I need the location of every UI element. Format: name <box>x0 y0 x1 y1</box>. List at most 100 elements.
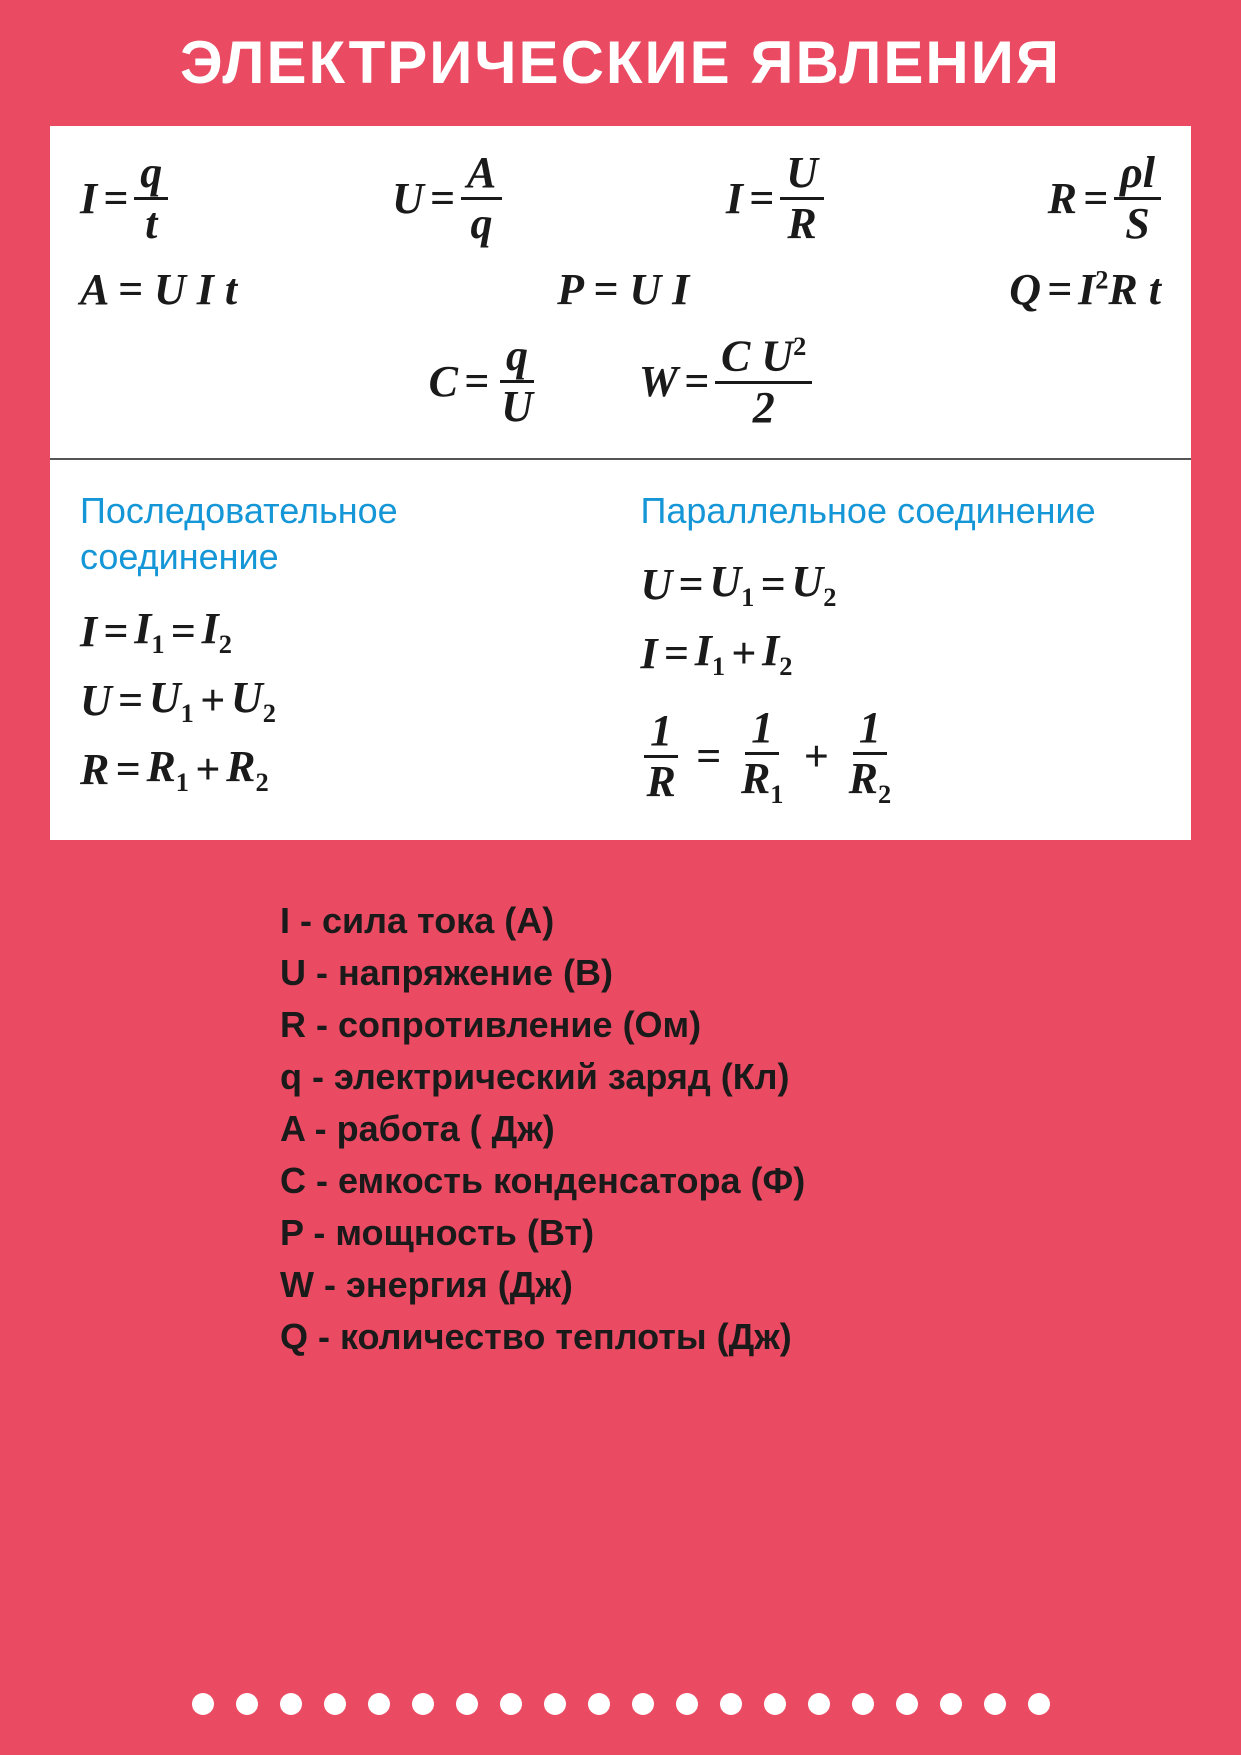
denominator: t <box>139 200 163 246</box>
legend-row: I - сила тока (А) <box>280 900 1241 942</box>
fraction: A q <box>461 151 502 246</box>
denominator: R1 <box>735 755 790 807</box>
formula: I= U R <box>726 151 824 246</box>
formula-row-1: I= q t U= A q I= U <box>80 151 1161 246</box>
dot-icon <box>544 1693 566 1715</box>
series-heading: Последовательное соединение <box>80 488 601 582</box>
numerator: 1 <box>853 706 887 755</box>
formula: W= C U2 2 <box>639 333 813 430</box>
parallel-column: Параллельное соединение U=U1=U2 I=I1+I2 1… <box>641 488 1162 810</box>
equals: = <box>103 173 128 224</box>
rhs-pre: I <box>1078 265 1095 314</box>
dot-row <box>0 1693 1241 1715</box>
denominator: U <box>495 383 539 429</box>
page-title: ЭЛЕКТРИЧЕСКИЕ ЯВЛЕНИЯ <box>0 30 1241 96</box>
formula: U= A q <box>392 151 502 246</box>
legend-row: R - сопротивление (Ом) <box>280 1004 1241 1046</box>
divider <box>50 458 1191 460</box>
den-pre: R <box>741 754 770 803</box>
denominator: 2 <box>747 384 781 430</box>
numerator: U <box>780 151 824 200</box>
equals: = <box>696 731 721 782</box>
formula: Q = I2R t <box>1009 264 1161 315</box>
parallel-frac-line: 1 R = 1 R1 + 1 R2 <box>641 706 1162 807</box>
formula-row-3: C= q U W= C U2 2 <box>80 333 1161 430</box>
denominator: R2 <box>843 755 898 807</box>
formula: I=I1+I2 <box>641 625 1162 682</box>
parallel-heading: Параллельное соединение <box>641 488 1162 535</box>
legend-row: U - напряжение (В) <box>280 952 1241 994</box>
formula: U=U1+U2 <box>80 672 601 729</box>
dot-icon <box>588 1693 610 1715</box>
dot-icon <box>192 1693 214 1715</box>
formula: R= ρl S <box>1048 151 1161 246</box>
legend-row: Q - количество теплоты (Дж) <box>280 1316 1241 1358</box>
equals: = <box>1047 264 1072 315</box>
dot-icon <box>368 1693 390 1715</box>
legend-row: W - энергия (Дж) <box>280 1264 1241 1306</box>
fraction: 1 R <box>641 709 682 804</box>
formulas-top: I= q t U= A q I= U <box>80 151 1161 430</box>
num-pre: C U <box>721 332 793 381</box>
formula-text: P = U I <box>557 264 689 315</box>
parallel-lines: U=U1=U2 I=I1+I2 <box>641 556 1162 694</box>
dot-icon <box>676 1693 698 1715</box>
dot-icon <box>412 1693 434 1715</box>
dot-icon <box>940 1693 962 1715</box>
numerator: A <box>461 151 502 200</box>
formula-row-2: A = U I t P = U I Q = I2R t <box>80 264 1161 315</box>
numerator: ρl <box>1114 151 1161 200</box>
dot-icon <box>1028 1693 1050 1715</box>
formula: I= q t <box>80 151 168 246</box>
plus: + <box>804 731 829 782</box>
denominator: R <box>641 758 682 804</box>
dot-icon <box>280 1693 302 1715</box>
subscript: 1 <box>770 779 783 809</box>
fraction: ρl S <box>1114 151 1161 246</box>
connections: Последовательное соединение I=I1=I2 U=U1+… <box>80 488 1161 810</box>
superscript: 2 <box>1095 264 1108 294</box>
rhs-post: R t <box>1108 265 1161 314</box>
formula: P = U I <box>557 264 689 315</box>
fraction: C U2 2 <box>715 333 812 430</box>
legend-row: P - мощность (Вт) <box>280 1212 1241 1254</box>
formula-lhs: C <box>429 356 458 407</box>
numerator: C U2 <box>715 333 812 384</box>
numerator: 1 <box>644 709 678 758</box>
formula: C= q U <box>429 334 539 429</box>
dot-icon <box>500 1693 522 1715</box>
fraction: 1 R1 <box>735 706 790 807</box>
formula-lhs: I <box>726 173 743 224</box>
dot-icon <box>808 1693 830 1715</box>
legend-row: q - электрический заряд (Кл) <box>280 1056 1241 1098</box>
equals: = <box>684 356 709 407</box>
denominator: q <box>464 200 498 246</box>
equals: = <box>749 173 774 224</box>
formula-lhs: I <box>80 173 97 224</box>
denominator: R <box>781 200 822 246</box>
fraction: q t <box>134 151 168 246</box>
equals: = <box>430 173 455 224</box>
dot-icon <box>456 1693 478 1715</box>
legend: I - сила тока (А) U - напряжение (В) R - с… <box>280 900 1241 1358</box>
legend-row: C - емкость конденсатора (Ф) <box>280 1160 1241 1202</box>
formula: U=U1=U2 <box>641 556 1162 613</box>
den-pre: R <box>849 754 878 803</box>
formula-lhs: U <box>392 173 424 224</box>
formula-panel: I= q t U= A q I= U <box>50 126 1191 840</box>
dot-icon <box>764 1693 786 1715</box>
formula: I=I1=I2 <box>80 603 601 660</box>
fraction: 1 R2 <box>843 706 898 807</box>
legend-row: A - работа ( Дж) <box>280 1108 1241 1150</box>
dot-icon <box>324 1693 346 1715</box>
dot-icon <box>720 1693 742 1715</box>
formula-text: A = U I t <box>80 264 237 315</box>
formula: A = U I t <box>80 264 237 315</box>
formula-lhs: W <box>639 356 678 407</box>
fraction: q U <box>495 334 539 429</box>
formula-lhs: R <box>1048 173 1077 224</box>
page: ЭЛЕКТРИЧЕСКИЕ ЯВЛЕНИЯ I= q t U= A q <box>0 0 1241 1755</box>
numerator: q <box>500 334 534 383</box>
denominator: S <box>1119 200 1155 246</box>
dot-icon <box>852 1693 874 1715</box>
